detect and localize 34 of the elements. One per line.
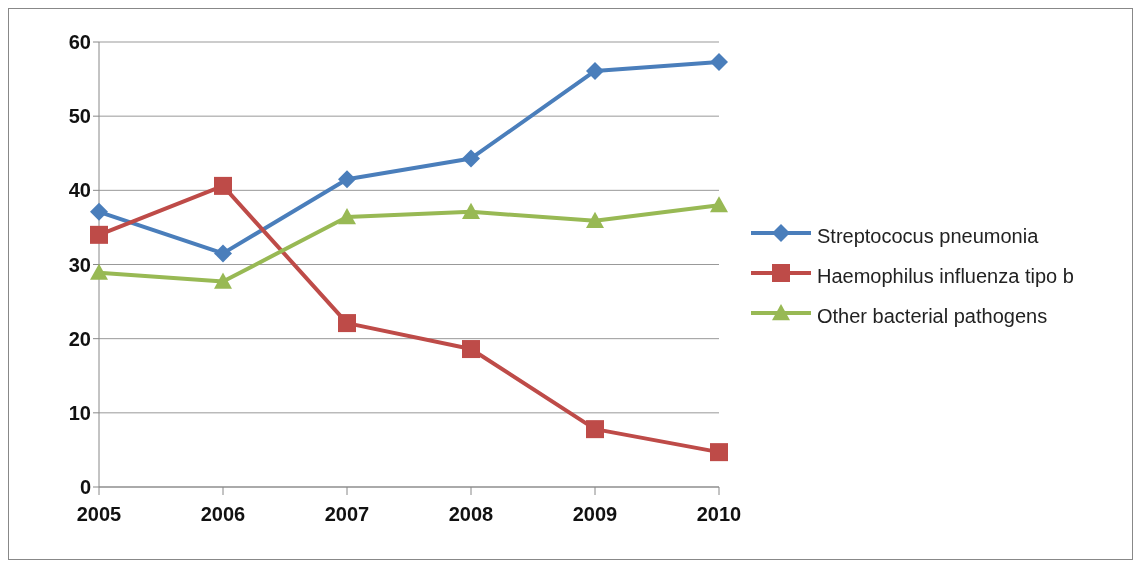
point: [338, 170, 356, 189]
x-tick-label: 2010: [696, 503, 742, 526]
legend-label: Haemophilus influenza tipo b: [817, 264, 1075, 289]
point: [338, 314, 356, 333]
point: [462, 149, 480, 168]
point: [710, 53, 728, 72]
x-tick-label: 2007: [324, 503, 370, 526]
y-tick-label: 60: [68, 31, 91, 54]
point: [214, 244, 232, 263]
point: [710, 443, 728, 462]
x-tick-label: 2008: [448, 503, 494, 526]
point: [586, 420, 604, 439]
point: [462, 202, 480, 220]
point: [214, 176, 232, 195]
point: [586, 61, 604, 80]
point: [90, 225, 108, 244]
point: [214, 272, 232, 289]
legend-label: Streptococus pneumonia: [817, 224, 1040, 249]
legend-label: Other bacterial pathogens: [817, 304, 1049, 329]
y-tick-label: 0: [79, 476, 91, 499]
point: [586, 211, 604, 228]
x-tick-label: 2005: [76, 503, 122, 526]
point: [710, 196, 728, 213]
x-tick-label: 2006: [200, 503, 246, 526]
point: [338, 208, 356, 225]
y-tick-label: 50: [68, 105, 91, 128]
x-tick-label: 2009: [572, 503, 618, 526]
y-tick-label: 40: [68, 179, 91, 202]
y-tick-label: 10: [68, 401, 91, 424]
point: [90, 202, 108, 221]
point: [462, 340, 480, 359]
y-tick-label: 20: [68, 327, 91, 350]
point: [90, 263, 108, 280]
y-tick-label: 30: [68, 253, 91, 276]
